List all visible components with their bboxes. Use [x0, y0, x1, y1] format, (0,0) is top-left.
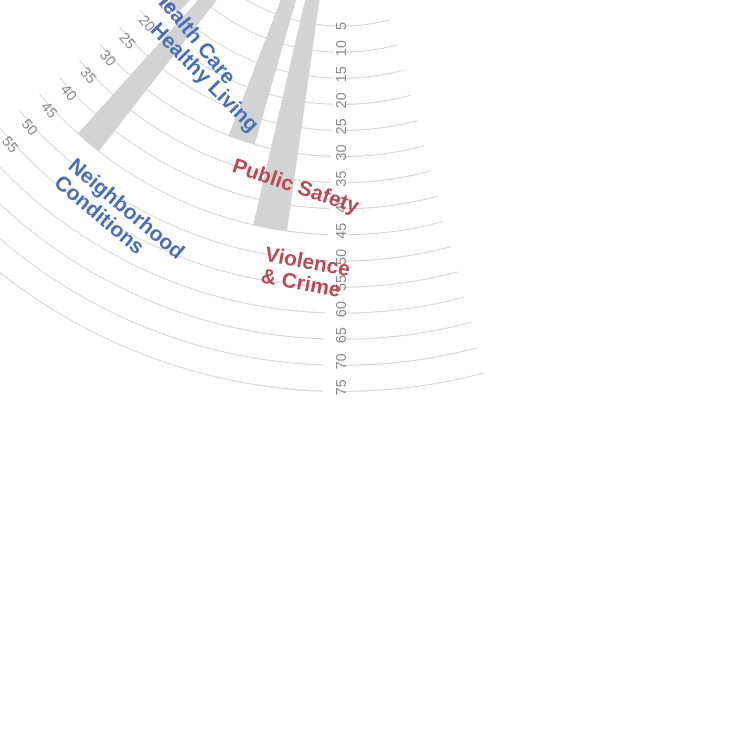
grid-arc [0, 166, 326, 314]
tick-label: 30 [334, 144, 350, 160]
tick-label: 30 [96, 47, 119, 70]
bar [228, 0, 297, 145]
grid-arc [341, 271, 458, 288]
bars [77, 0, 320, 232]
grid-arc [246, 0, 336, 27]
grid-arc [341, 120, 418, 131]
tick-label: 50 [18, 116, 41, 139]
tick-label: 40 [334, 197, 350, 213]
tick-label: 35 [76, 64, 99, 87]
tick-label: 45 [334, 223, 350, 239]
grid-arc [0, 238, 324, 366]
tick-label: 10 [334, 40, 350, 56]
tick-label: 25 [334, 118, 350, 134]
tick-label: 45 [37, 99, 60, 122]
tick-label: 5 [334, 22, 350, 30]
grid-arc [341, 220, 445, 236]
tick-label: 60 [334, 301, 350, 317]
grid-arc [341, 69, 404, 79]
grid-arc [201, 0, 335, 53]
bar [77, 0, 217, 152]
grid-arc [341, 44, 398, 53]
grid-arc [0, 203, 325, 340]
grid-arc [341, 94, 411, 105]
tick-label: 70 [334, 353, 350, 369]
grid-arc [341, 170, 431, 184]
grid-arc [0, 127, 327, 288]
tick-label: 65 [334, 327, 350, 343]
tick-label: 60 [0, 151, 1, 174]
grid-arc [341, 19, 391, 27]
grid-arc [0, 271, 323, 392]
grid-arc [341, 321, 472, 340]
category-label: NeighborhoodConditions [50, 154, 189, 281]
grid-arc [341, 195, 438, 210]
grid-arc [341, 347, 479, 366]
tick-label: 15 [334, 66, 350, 82]
grid-arc [341, 246, 452, 262]
grid-arc [19, 110, 328, 262]
grid-arc [341, 296, 465, 314]
tick-label: 55 [334, 275, 350, 291]
tick-label: 40 [57, 82, 80, 105]
grid-arc [341, 145, 425, 158]
tick-label: 75 [334, 379, 350, 395]
tick-label: 55 [0, 134, 21, 157]
tick-label: 35 [334, 171, 350, 187]
tick-label: 25 [115, 30, 138, 53]
tick-label: 20 [334, 92, 350, 108]
bar [253, 0, 320, 232]
tick-label: 50 [334, 249, 350, 265]
bar [167, 0, 191, 13]
grid-arc [341, 372, 485, 392]
